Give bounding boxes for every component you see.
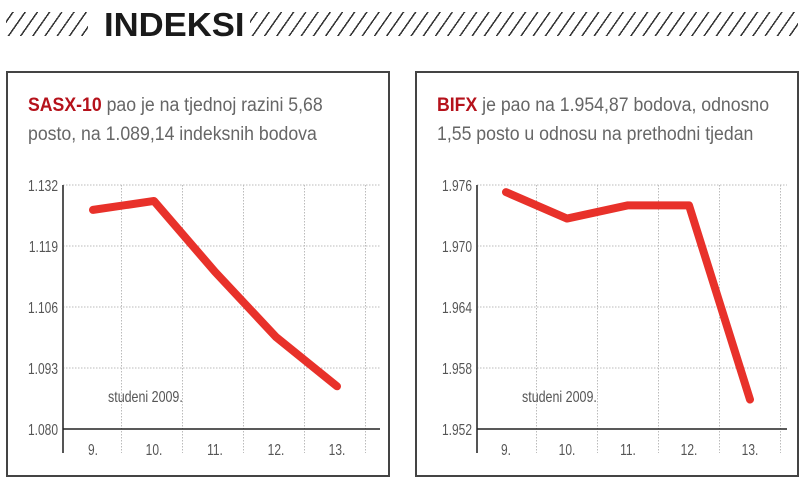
- y-tick-label: 1.958: [442, 359, 472, 377]
- sasx-desc-line1: pao je na tjednoj razini 5,68: [101, 95, 323, 116]
- y-tick-label: 1.952: [442, 420, 472, 438]
- x-tick-label: 11.: [207, 440, 223, 458]
- page-title: INDEKSI: [104, 6, 245, 43]
- date-annotation: studeni 2009.: [108, 389, 183, 407]
- x-tick-label: 13.: [742, 440, 759, 458]
- header-hatch-right: [250, 12, 798, 36]
- sasx-desc-line2: posto, na 1.089,14 indeksnih bodova: [28, 124, 317, 145]
- x-tick-label: 12.: [268, 440, 285, 458]
- x-tick-label: 9.: [88, 440, 98, 458]
- header-hatch-left: [6, 12, 88, 36]
- sasx-description: SASX-10 pao je na tjednoj razini 5,68 pos…: [28, 91, 323, 149]
- y-tick-label: 1.119: [29, 237, 58, 255]
- x-tick-label: 12.: [681, 440, 698, 458]
- bifx-desc-line1: je pao na 1.954,87 bodova, odnosno: [477, 95, 770, 116]
- y-tick-label: 1.964: [442, 298, 472, 316]
- bifx-chart-panel: BIFX je pao na 1.954,87 bodova, odnosno 1…: [415, 71, 799, 477]
- bifx-line-chart: 1.976 1.970 1.964 1.958 1.952 9. 10. 11. 12. 13. s…: [442, 176, 787, 458]
- y-tick-label: 1.106: [28, 298, 58, 316]
- y-tick-label: 1.080: [28, 420, 58, 438]
- index-line: [89, 196, 341, 391]
- y-tick-label: 1.970: [442, 237, 472, 255]
- sasx-line-chart: 1.132 1.119 1.106 1.093 1.080 9. 10. 11. 12. 13. s…: [28, 176, 380, 458]
- y-tick-label: 1.093: [28, 359, 58, 377]
- bifx-description: BIFX je pao na 1.954,87 bodova, odnosno 1…: [437, 91, 769, 149]
- sasx-chart-panel: SASX-10 pao je na tjednoj razini 5,68 pos…: [6, 71, 390, 477]
- x-tick-label: 10.: [559, 440, 576, 458]
- date-annotation: studeni 2009.: [522, 389, 597, 407]
- x-tick-label: 10.: [146, 440, 163, 458]
- bifx-desc-line2: 1,55 posto u odnosu na prethodni tjedan: [437, 124, 754, 145]
- y-tick-label: 1.976: [442, 176, 472, 194]
- sasx-index-name: SASX-10: [28, 95, 102, 116]
- y-tick-label: 1.132: [28, 176, 58, 194]
- bifx-index-name: BIFX: [437, 95, 478, 116]
- x-tick-label: 13.: [329, 440, 346, 458]
- x-tick-label: 9.: [501, 440, 511, 458]
- x-tick-label: 11.: [620, 440, 636, 458]
